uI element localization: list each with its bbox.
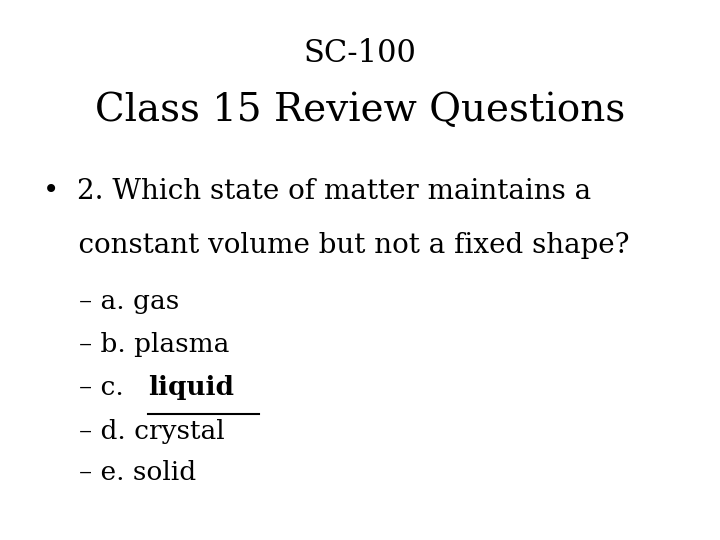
Text: – a. gas: – a. gas (79, 289, 179, 314)
Text: Class 15 Review Questions: Class 15 Review Questions (95, 92, 625, 129)
Text: – b. plasma: – b. plasma (79, 332, 230, 357)
Text: constant volume but not a fixed shape?: constant volume but not a fixed shape? (43, 232, 630, 259)
Text: – c.: – c. (79, 375, 132, 400)
Text: •  2. Which state of matter maintains a: • 2. Which state of matter maintains a (43, 178, 591, 205)
Text: liquid: liquid (148, 375, 234, 400)
Text: – d. crystal: – d. crystal (79, 418, 225, 443)
Text: SC-100: SC-100 (304, 38, 416, 69)
Text: – e. solid: – e. solid (79, 460, 197, 485)
